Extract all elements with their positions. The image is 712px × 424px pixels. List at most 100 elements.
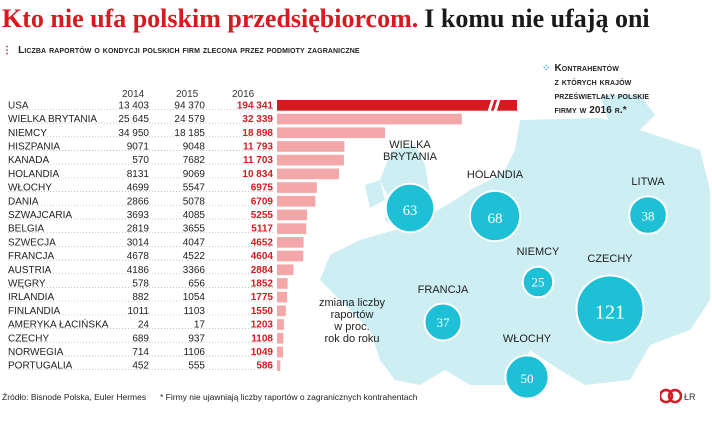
value-2015: 4085	[183, 210, 206, 221]
map-heading: ⁘ Kontrahentów z których krajów przeświet…	[542, 62, 712, 118]
bubble	[468, 189, 522, 243]
bar-2016	[277, 305, 286, 317]
bubble	[384, 182, 436, 234]
value-2014: 578	[132, 278, 149, 289]
map-heading-text: Kontrahentów z których krajów prześwietl…	[554, 63, 650, 116]
category-label: AUSTRIA	[8, 265, 52, 276]
bubble-country-label: CZECHY	[587, 253, 633, 265]
value-2015: 24 579	[174, 114, 205, 125]
value-2014: 714	[132, 347, 149, 358]
bar-2016	[277, 346, 283, 358]
value-2016: 32 339	[242, 114, 273, 125]
value-2016: 6709	[251, 196, 274, 207]
value-2014: 34 950	[118, 128, 149, 139]
bubble	[628, 195, 668, 235]
value-2014: 1011	[127, 306, 149, 317]
category-label: CZECHY	[8, 333, 49, 344]
category-label: FINLANDIA	[8, 306, 61, 317]
value-2015: 3366	[183, 265, 206, 276]
cp-logo-icon	[660, 388, 682, 404]
value-2016: 10 834	[242, 169, 273, 180]
value-2015: 4522	[183, 251, 206, 262]
year-2014-label: 2014	[122, 89, 145, 100]
value-2016: 194 341	[237, 100, 274, 111]
category-label: WŁOCHY	[8, 183, 52, 194]
chart-heading-text: Liczba raportów o kondycji polskich firm…	[18, 45, 360, 56]
bar-2016	[277, 319, 284, 330]
value-2015: 94 370	[174, 100, 205, 111]
bubble-value: 38	[642, 208, 655, 223]
category-label: AMERYKA ŁACIŃSKA	[8, 318, 109, 331]
value-2015: 1054	[183, 292, 206, 303]
category-label: IRLANDIA	[8, 292, 54, 303]
value-2014: 2866	[127, 196, 150, 207]
value-2014: 4678	[127, 251, 150, 262]
category-label: SZWAJCARIA	[8, 210, 72, 221]
change-note: zmiana liczby raportów w proc. rok do ro…	[318, 297, 386, 345]
category-label: HOLANDIA	[8, 169, 59, 180]
category-label: WĘGRY	[8, 278, 46, 289]
value-2015: 17	[194, 320, 206, 331]
category-label: PORTUGALIA	[8, 361, 73, 372]
chart-heading-marker-icon: ⋮	[2, 45, 13, 56]
value-2015: 3655	[183, 224, 206, 235]
value-2015: 5078	[183, 196, 206, 207]
map-heading-marker-icon: ⁘	[542, 63, 551, 74]
bubble-country-label: BRYTANIA	[383, 151, 438, 163]
value-2014: 689	[132, 333, 149, 344]
category-label: SZWECJA	[8, 237, 56, 248]
value-2016: 1203	[251, 320, 274, 331]
bubble-country-label: HOLANDIA	[467, 169, 524, 181]
value-2014: 452	[132, 361, 149, 372]
value-2014: 882	[132, 292, 149, 303]
bar-2016	[277, 127, 385, 139]
value-2016: 1049	[251, 347, 274, 358]
page-title: Kto nie ufa polskim przedsiębiorcom. I ko…	[2, 4, 710, 40]
bar-2016	[277, 168, 339, 180]
value-2016: 1108	[251, 333, 273, 344]
value-2015: 1106	[183, 347, 205, 358]
value-2016: 11 703	[243, 155, 273, 166]
bar-2016	[277, 100, 517, 111]
map-land-scandinavia	[600, 95, 655, 130]
category-label: FRANCJA	[8, 251, 54, 262]
bubble-value: 37	[437, 315, 451, 330]
value-2014: 3693	[127, 210, 150, 221]
bar-2016	[277, 154, 344, 166]
bubble-country-label: WŁOCHY	[503, 333, 552, 345]
bubble-country-label: WIELKA	[389, 139, 431, 151]
category-label: NORWEGIA	[8, 347, 64, 358]
value-2016: 11 793	[243, 141, 273, 152]
bar-2016	[277, 141, 345, 152]
value-2014: 24	[138, 320, 150, 331]
bar-2016	[277, 209, 308, 221]
title-black-part: I komu nie ufają oni	[424, 4, 650, 33]
value-2014: 25 645	[118, 114, 149, 125]
value-2015: 9069	[183, 169, 206, 180]
bar-2016	[277, 264, 294, 276]
value-2014: 4186	[127, 265, 150, 276]
chart-heading: ⋮ Liczba raportów o kondycji polskich fir…	[2, 45, 522, 61]
bubble-value: 68	[487, 211, 502, 227]
bubble-country-label: LITWA	[631, 176, 665, 188]
value-2015: 9048	[183, 141, 206, 152]
bar-2016	[277, 113, 462, 125]
value-2016: 1775	[251, 292, 274, 303]
value-2016: 18 898	[242, 128, 273, 139]
value-2016: 2884	[251, 265, 274, 276]
bubble	[521, 265, 555, 299]
value-2015: 7682	[183, 155, 206, 166]
value-2016: 1550	[251, 306, 274, 317]
year-header: 2014 2015 2016	[0, 89, 300, 101]
value-2014: 570	[132, 155, 149, 166]
value-2015: 5547	[183, 183, 206, 194]
year-2015-label: 2015	[176, 89, 199, 100]
value-2016: 5255	[251, 210, 274, 221]
title-red-part: Kto nie ufa polskim przedsiębiorcom.	[2, 4, 419, 33]
value-2016: 4604	[251, 251, 274, 262]
value-2016: 5117	[251, 224, 273, 235]
value-2016: 1852	[251, 278, 274, 289]
value-2016: 586	[256, 361, 273, 372]
